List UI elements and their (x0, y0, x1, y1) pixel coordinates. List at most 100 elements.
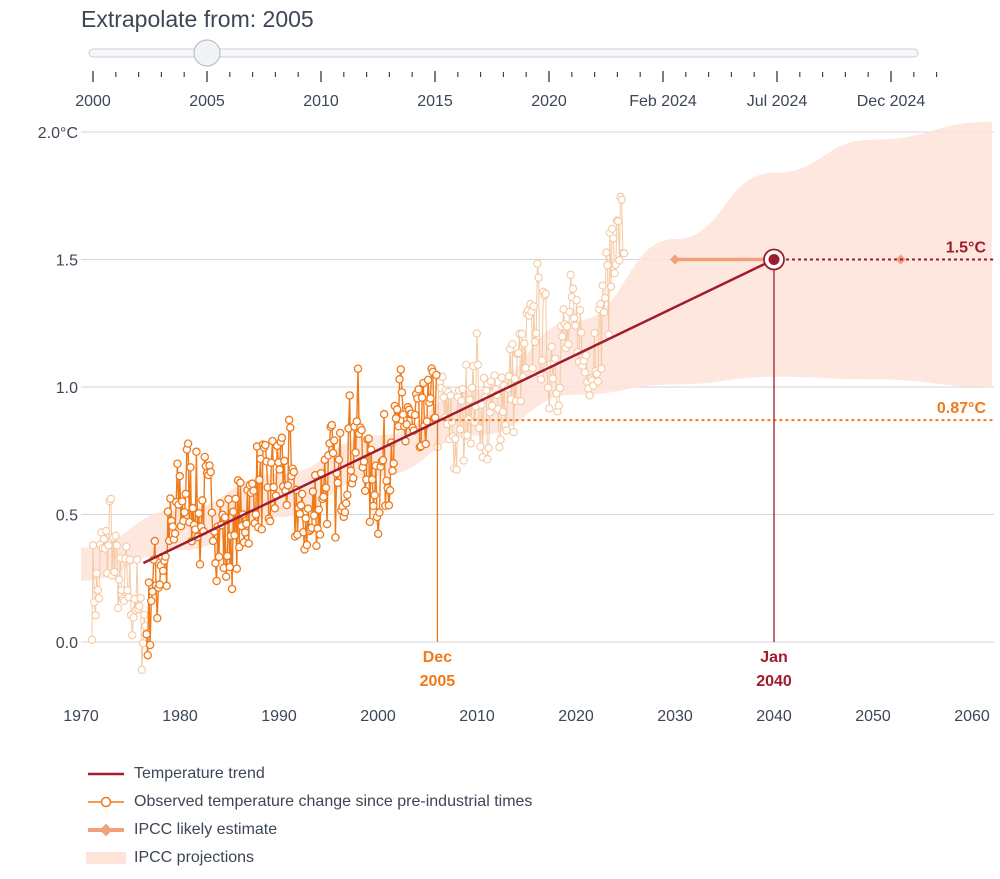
observed-point (206, 467, 215, 477)
observed-point (315, 530, 325, 539)
observed-point (417, 393, 427, 402)
observed-point-faded (138, 639, 148, 648)
observed-point-faded (476, 442, 485, 451)
observed-point (389, 459, 398, 468)
observed-point-faded (502, 426, 511, 435)
observed-point-faded (87, 635, 97, 644)
observed-point (410, 410, 420, 420)
y-tick-label: 1.5 (56, 253, 78, 270)
observed-point-faded (562, 322, 572, 331)
observed-point-faded (609, 234, 618, 243)
observed-point (261, 440, 270, 450)
observed-point (340, 507, 350, 517)
observed-point-faded (577, 328, 586, 337)
observed-point-faded (593, 377, 603, 386)
observed-point (319, 492, 328, 502)
legend: Temperature trend Observed temperature c… (86, 760, 532, 872)
observed-point-faded (94, 594, 104, 603)
observed-point (198, 496, 207, 505)
observed-point-faded (555, 383, 565, 392)
observed-point (232, 564, 242, 573)
observed-point (308, 487, 318, 496)
year-slider[interactable]: 2000 2005 2010 2015 2020 Feb 2024 Jul 2024 Dec … (75, 39, 938, 110)
observed-point (215, 499, 225, 508)
slider-track[interactable] (88, 48, 919, 58)
observed-point (385, 486, 395, 495)
observed-point (309, 511, 319, 520)
observed-point (225, 562, 234, 572)
observed-point (360, 486, 370, 496)
observed-point-faded (484, 443, 493, 453)
observed-point-faded (141, 622, 150, 631)
observed-point-faded (115, 575, 124, 584)
observed-point-faded (528, 364, 537, 373)
observed-point-faded (479, 373, 489, 383)
observed-point (143, 650, 152, 660)
observed-point (163, 507, 173, 516)
observed-point-faded (533, 259, 542, 268)
observed-point-faded (517, 329, 527, 339)
observed-point (170, 529, 180, 538)
observed-point (166, 494, 175, 503)
observed-point-faded (509, 427, 518, 437)
observed-point-faded (614, 217, 623, 226)
extrapolate-from-year-label: 2005 (420, 673, 456, 690)
observed-point-faded (600, 293, 610, 303)
observed-point (251, 510, 261, 519)
observed-point (236, 478, 245, 487)
observed-point-faded (88, 541, 98, 550)
observed-point (289, 467, 299, 477)
observed-point (382, 476, 391, 485)
observed-point-faded (459, 456, 468, 465)
observed-point (322, 519, 332, 529)
observed-point-faded (617, 195, 626, 204)
observed-point-faded (551, 354, 560, 363)
legend-label-trend: Temperature trend (134, 765, 265, 782)
observed-point (229, 507, 238, 517)
observed-point (327, 420, 337, 430)
observed-point (423, 375, 433, 385)
observed-point (388, 466, 397, 476)
observed-point (414, 385, 423, 394)
observed-point-faded (482, 386, 491, 395)
x-tick-label: 2020 (558, 708, 594, 725)
observed-point-faded (599, 308, 609, 317)
x-tick-label: 2010 (459, 708, 495, 725)
ipcc-projection-band (81, 121, 992, 581)
observed-point (341, 499, 351, 508)
observed-point (207, 508, 217, 517)
observed-point-faded (514, 348, 523, 358)
x-tick-label: 1970 (63, 708, 99, 725)
observed-point-faded (490, 371, 499, 380)
observed-point (335, 428, 345, 438)
slider-value: 2005 (262, 6, 314, 32)
observed-point-faded (590, 328, 599, 338)
legend-label-ipcc-likely: IPCC likely estimate (134, 821, 278, 838)
observed-point-faded (451, 434, 460, 444)
observed-point-faded (580, 368, 590, 377)
legend-item-ipcc-projection: IPCC projections (86, 844, 532, 872)
slider-tick-label: 2000 (75, 93, 111, 110)
legend-label-ipcc-projection: IPCC projections (134, 849, 255, 866)
observed-point-faded (91, 611, 100, 620)
observed-point (422, 417, 432, 426)
observed-point (212, 576, 221, 586)
threshold-label-1-5: 1.5°C (946, 240, 987, 257)
legend-item-observed: Observed temperature change since pre-in… (86, 788, 532, 816)
observed-point (302, 540, 312, 550)
observed-point (331, 533, 340, 542)
observed-point-faded (132, 555, 142, 564)
observed-point-faded (572, 296, 581, 305)
observed-point-faded (463, 431, 472, 440)
observed-point-faded (597, 364, 606, 373)
slider-tick-label: 2020 (531, 93, 567, 110)
observed-point (244, 539, 253, 548)
slider-handle[interactable] (193, 39, 221, 67)
observed-point-faded (603, 261, 612, 270)
observed-point (270, 504, 280, 513)
y-tick-label: 1.0 (56, 380, 78, 397)
observed-point-faded (596, 299, 605, 309)
observed-point-faded (585, 391, 594, 400)
observed-point (334, 455, 344, 464)
